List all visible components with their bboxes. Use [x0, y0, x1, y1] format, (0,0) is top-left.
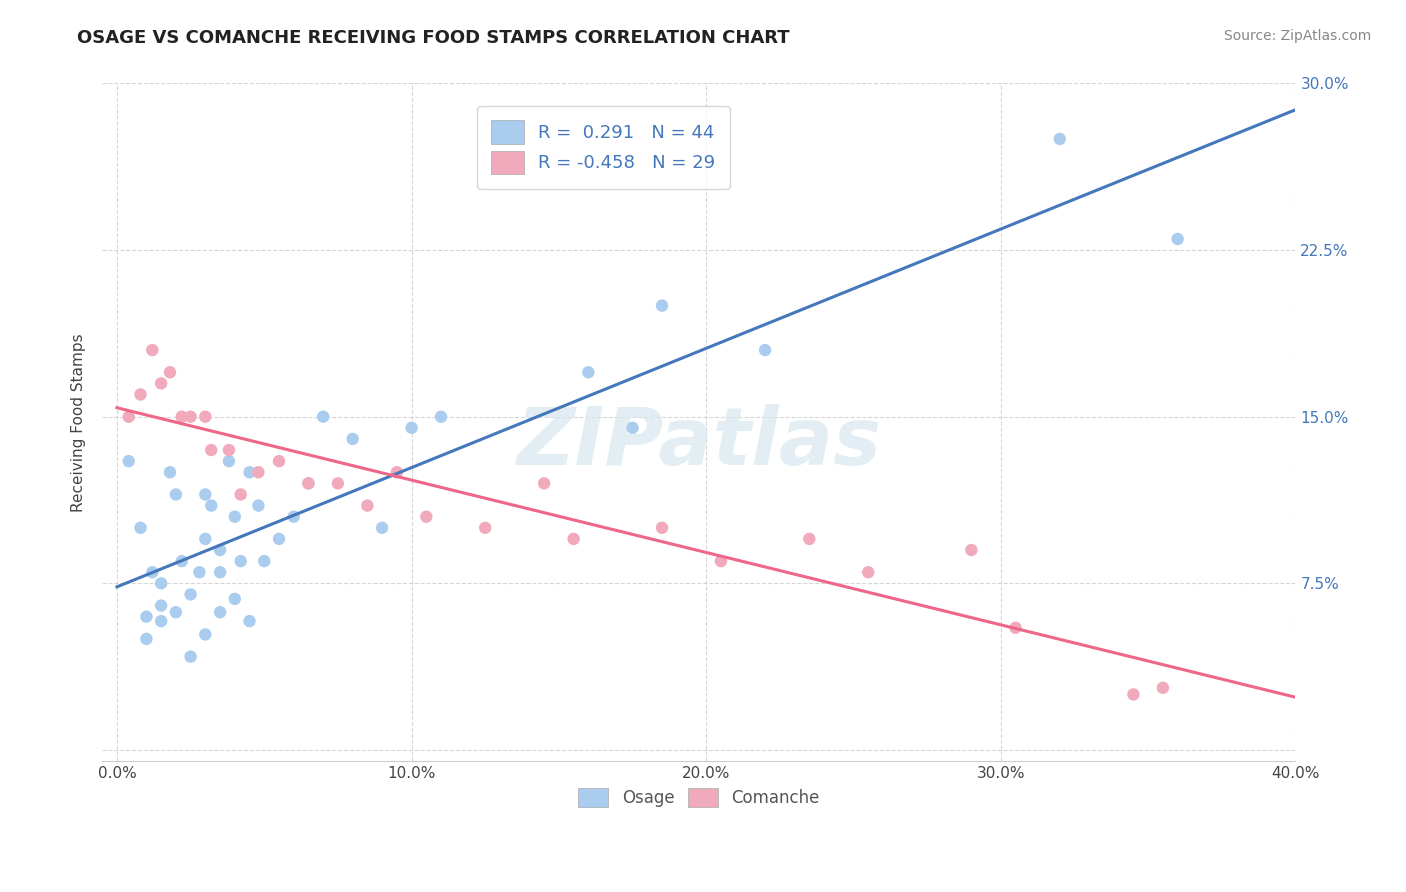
Point: [621, 421, 644, 435]
Point: [159, 465, 181, 479]
Point: [209, 566, 232, 580]
Point: [385, 465, 408, 479]
Point: [194, 487, 217, 501]
Point: [159, 365, 181, 379]
Point: [1049, 132, 1071, 146]
Point: [170, 554, 193, 568]
Point: [118, 454, 141, 468]
Point: [533, 476, 555, 491]
Point: [135, 609, 157, 624]
Point: [1122, 688, 1144, 702]
Point: [229, 554, 252, 568]
Point: [150, 599, 173, 613]
Point: [1167, 232, 1189, 246]
Point: [180, 649, 202, 664]
Text: ZIPatlas: ZIPatlas: [516, 403, 882, 482]
Point: [754, 343, 776, 357]
Point: [267, 454, 290, 468]
Text: Source: ZipAtlas.com: Source: ZipAtlas.com: [1223, 29, 1371, 43]
Point: [474, 521, 496, 535]
Y-axis label: Receiving Food Stamps: Receiving Food Stamps: [72, 333, 86, 512]
Point: [576, 365, 599, 379]
Point: [224, 509, 246, 524]
Point: [326, 476, 349, 491]
Point: [218, 443, 240, 458]
Point: [312, 409, 335, 424]
Point: [150, 576, 173, 591]
Point: [401, 421, 423, 435]
Point: [247, 465, 270, 479]
Point: [165, 605, 187, 619]
Point: [141, 566, 163, 580]
Point: [129, 387, 152, 401]
Point: [562, 532, 585, 546]
Point: [200, 499, 222, 513]
Point: [710, 554, 733, 568]
Point: [1004, 621, 1026, 635]
Point: [150, 376, 173, 391]
Point: [118, 409, 141, 424]
Point: [129, 521, 152, 535]
Point: [297, 476, 319, 491]
Point: [188, 566, 211, 580]
Point: [371, 521, 394, 535]
Point: [165, 487, 187, 501]
Point: [209, 543, 232, 558]
Point: [283, 509, 305, 524]
Point: [218, 454, 240, 468]
Point: [297, 476, 319, 491]
Point: [238, 614, 260, 628]
Point: [209, 605, 232, 619]
Point: [960, 543, 983, 558]
Point: [1152, 681, 1174, 695]
Point: [180, 587, 202, 601]
Text: OSAGE VS COMANCHE RECEIVING FOOD STAMPS CORRELATION CHART: OSAGE VS COMANCHE RECEIVING FOOD STAMPS …: [77, 29, 790, 46]
Point: [651, 521, 673, 535]
Point: [430, 409, 453, 424]
Point: [135, 632, 157, 646]
Point: [194, 532, 217, 546]
Point: [150, 614, 173, 628]
Point: [141, 343, 163, 357]
Point: [194, 627, 217, 641]
Point: [229, 487, 252, 501]
Point: [238, 465, 260, 479]
Point: [224, 591, 246, 606]
Point: [253, 554, 276, 568]
Point: [651, 299, 673, 313]
Point: [194, 409, 217, 424]
Point: [180, 409, 202, 424]
Legend: Osage, Comanche: Osage, Comanche: [572, 781, 825, 814]
Point: [415, 509, 437, 524]
Point: [170, 409, 193, 424]
Point: [247, 499, 270, 513]
Point: [799, 532, 821, 546]
Point: [858, 566, 880, 580]
Point: [342, 432, 364, 446]
Point: [200, 443, 222, 458]
Point: [267, 532, 290, 546]
Point: [356, 499, 378, 513]
